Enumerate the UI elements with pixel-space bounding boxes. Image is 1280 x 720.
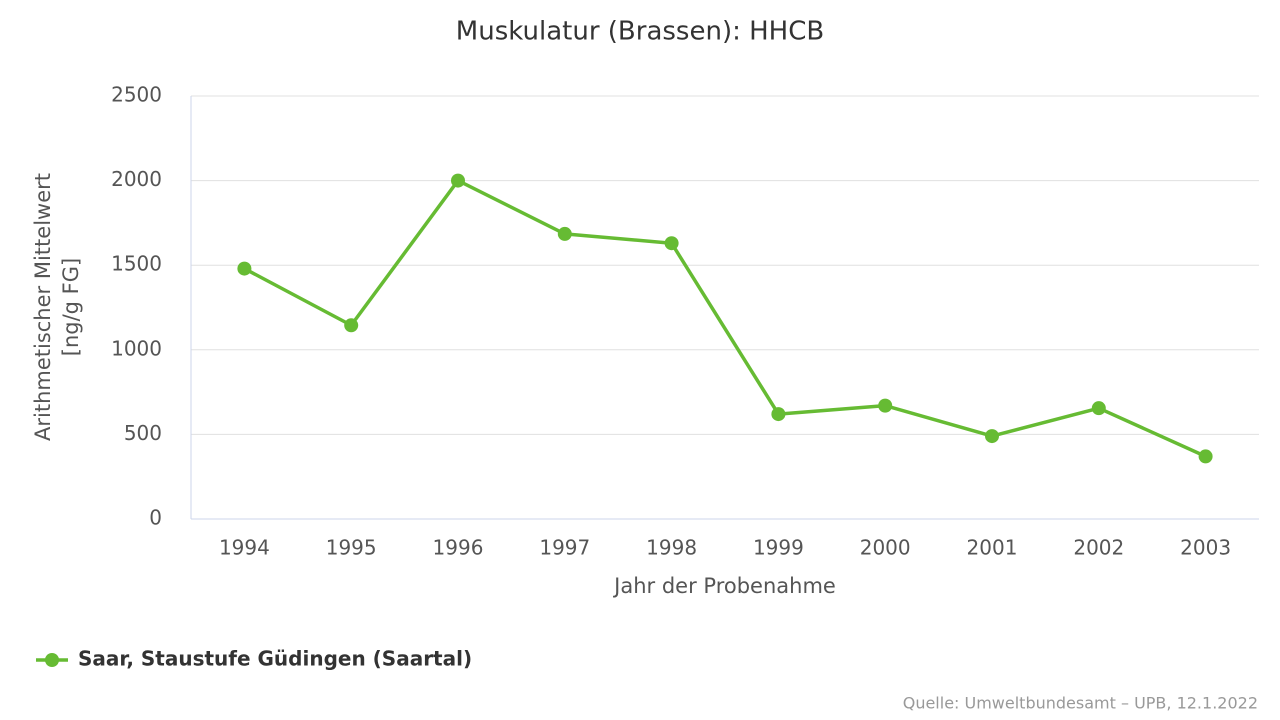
y-tick-label: 1500	[111, 252, 162, 276]
legend-marker	[45, 653, 59, 667]
x-tick-label: 2001	[967, 536, 1018, 560]
chart-title: Muskulatur (Brassen): HHCB	[456, 17, 824, 47]
data-point	[344, 318, 359, 333]
legend-label: Saar, Staustufe Güdingen (Saartal)	[78, 647, 472, 671]
x-axis-label: Jahr der Probenahme	[612, 574, 836, 598]
data-point	[985, 429, 999, 444]
x-tick-label: 2002	[1073, 536, 1124, 560]
data-point	[771, 407, 786, 422]
source: Quelle: Umweltbundesamt – UPB, 12.1.2022	[903, 694, 1258, 713]
data-point	[878, 398, 893, 413]
data-point	[451, 173, 465, 188]
x-tick-label: 1994	[219, 536, 270, 560]
series-line	[243, 178, 1207, 458]
y-tick-label: 0	[149, 506, 162, 530]
y-tick-label: 2000	[111, 167, 162, 191]
y-axis-label-line: Arithmetischer Mittelwert	[31, 173, 55, 441]
data-point	[1091, 401, 1106, 416]
x-tick-label: 1997	[539, 536, 590, 560]
data-point	[237, 261, 252, 276]
y-tick-label: 2500	[111, 83, 162, 107]
x-tick-label: 2000	[860, 536, 911, 560]
x-tick-label: 1995	[326, 536, 377, 560]
x-tick-label: 1998	[646, 536, 697, 560]
x-tick-label: 1999	[753, 536, 804, 560]
data-point	[1198, 449, 1213, 464]
y-axis-label-line: [ng/g FG]	[59, 258, 83, 356]
x-tick-label: 2003	[1180, 536, 1231, 560]
data-point	[557, 226, 572, 241]
y-tick-label: 1000	[111, 336, 162, 360]
y-axis-label: Arithmetischer Mittelwert [ng/g FG]	[31, 173, 83, 441]
y-tick-label: 500	[124, 421, 162, 445]
x-tick-label: 1996	[433, 536, 484, 560]
data-point	[664, 236, 679, 251]
